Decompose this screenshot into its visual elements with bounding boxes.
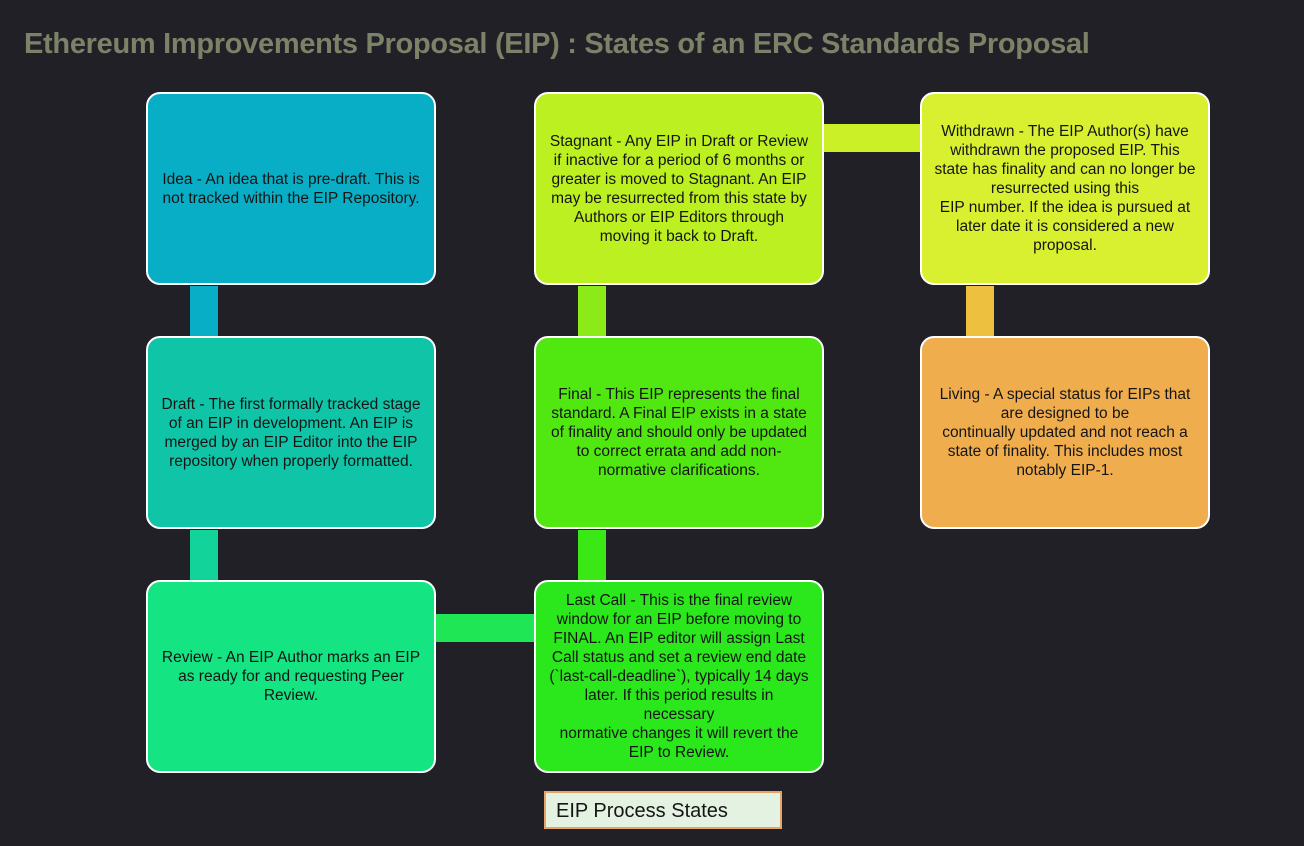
state-last-call-text: Last Call - This is the final review win… <box>549 592 809 761</box>
state-draft-text: Draft - The first formally tracked stage… <box>161 395 421 470</box>
connector-review-lastcall <box>436 614 536 642</box>
connector-withdrawn-living <box>966 286 994 338</box>
state-last-call: Last Call - This is the final review win… <box>534 580 824 773</box>
state-review-text: Review - An EIP Author marks an EIP as r… <box>161 649 421 704</box>
legend-label: EIP Process States <box>544 791 782 829</box>
diagram-title: Ethereum Improvements Proposal (EIP) : S… <box>24 28 1090 60</box>
connector-idea-draft <box>190 286 218 338</box>
state-living: Living - A special status for EIPs that … <box>920 336 1210 529</box>
state-idea-text: Idea - An idea that is pre-draft. This i… <box>162 170 420 207</box>
connector-final-stagnant <box>578 286 606 338</box>
state-stagnant: Stagnant - Any EIP in Draft or Review if… <box>534 92 824 285</box>
state-living-text: Living - A special status for EIPs that … <box>939 386 1191 479</box>
state-review: Review - An EIP Author marks an EIP as r… <box>146 580 436 773</box>
connector-stagnant-withdrawn <box>824 124 922 152</box>
connector-lastcall-final <box>578 530 606 582</box>
state-idea: Idea - An idea that is pre-draft. This i… <box>146 92 436 285</box>
state-final-text: Final - This EIP represents the final st… <box>551 386 807 479</box>
connector-draft-review <box>190 530 218 582</box>
state-withdrawn-text: Withdrawn - The EIP Author(s) have withd… <box>934 123 1196 254</box>
state-withdrawn: Withdrawn - The EIP Author(s) have withd… <box>920 92 1210 285</box>
state-final: Final - This EIP represents the final st… <box>534 336 824 529</box>
state-draft: Draft - The first formally tracked stage… <box>146 336 436 529</box>
state-stagnant-text: Stagnant - Any EIP in Draft or Review if… <box>549 132 809 245</box>
